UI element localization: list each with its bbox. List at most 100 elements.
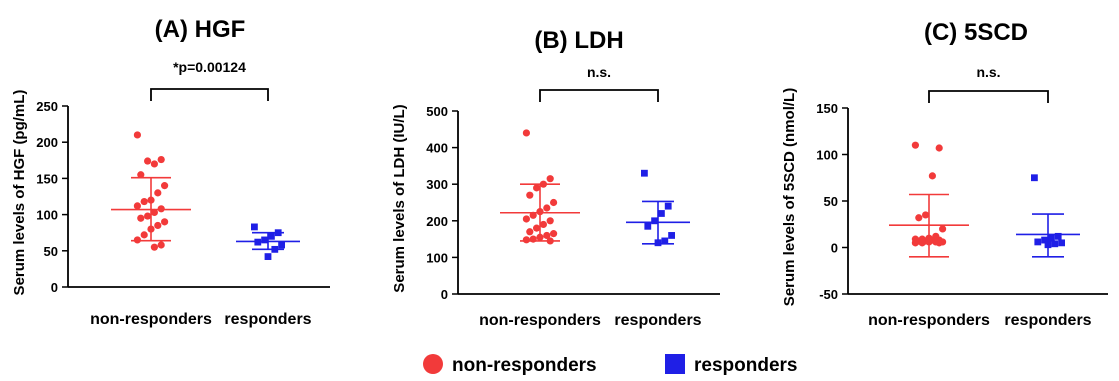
legend-square-marker	[665, 354, 685, 374]
data-point	[911, 239, 920, 247]
y-tick-label: 500	[426, 104, 448, 119]
significance-label: n.s.	[587, 64, 611, 80]
y-tick-label: 0	[441, 287, 448, 302]
chart-title: (A) HGF	[155, 16, 246, 43]
data-point	[140, 231, 148, 239]
significance-bracket	[539, 89, 659, 102]
data-point	[150, 160, 158, 168]
data-point	[644, 222, 652, 230]
legend-circle-marker	[423, 354, 443, 374]
y-tick-label: 50	[824, 194, 838, 209]
data-point	[522, 129, 531, 137]
series-non-responders	[111, 131, 191, 251]
data-point	[161, 218, 169, 226]
data-point	[550, 230, 558, 238]
series-non-responders	[889, 141, 969, 258]
data-point	[1058, 239, 1065, 247]
series-responders	[1016, 174, 1080, 258]
data-point	[251, 223, 258, 231]
data-point	[133, 131, 141, 139]
x-tick-label: non-responders	[90, 311, 212, 328]
x-tick-label: responders	[614, 312, 701, 329]
series-non-responders	[500, 129, 580, 245]
data-point	[658, 210, 665, 217]
y-tick-label: -50	[819, 287, 838, 302]
data-point	[543, 204, 551, 212]
y-tick-label: 250	[36, 99, 58, 114]
significance-bracket	[150, 88, 269, 101]
data-point	[161, 182, 169, 190]
data-point	[935, 239, 943, 247]
chart-title: (B) LDH	[534, 27, 623, 54]
data-point	[1054, 232, 1062, 240]
data-point	[1051, 240, 1059, 248]
data-point	[911, 141, 920, 149]
data-point	[133, 202, 141, 210]
chart-panel-3: (C) 5SCD Serum levels of 5SCD (nmol/L) -50…	[781, 19, 1108, 329]
data-point	[543, 231, 551, 240]
data-point	[144, 157, 152, 165]
legend-label: responders	[694, 355, 797, 376]
data-point	[661, 237, 669, 245]
y-tick-label: 0	[831, 241, 838, 256]
data-point	[526, 228, 534, 236]
data-point	[1041, 236, 1048, 244]
data-point	[915, 214, 923, 222]
y-tick-label: 100	[426, 250, 448, 265]
x-tick-label: non-responders	[868, 312, 990, 329]
data-point	[651, 217, 658, 225]
data-point	[546, 175, 554, 183]
data-point	[157, 241, 165, 249]
y-tick-label: 200	[426, 214, 448, 229]
data-point	[522, 236, 531, 244]
data-point	[664, 202, 672, 210]
data-point	[935, 144, 943, 152]
data-point	[918, 239, 926, 247]
data-point	[144, 212, 152, 220]
data-point	[539, 220, 548, 229]
y-tick-label: 100	[36, 208, 58, 223]
data-point	[268, 232, 275, 240]
legend-item-non-responders: non-responders	[423, 354, 597, 376]
data-point	[522, 215, 531, 223]
series-responders	[236, 223, 300, 260]
legend: non-responders responders	[423, 354, 797, 376]
data-point	[546, 217, 554, 225]
data-point	[1034, 238, 1042, 246]
data-point	[550, 198, 558, 207]
y-axis-label: Serum levels of 5SCD (nmol/L)	[781, 88, 798, 306]
y-tick-label: 200	[36, 135, 58, 150]
legend-item-responders: responders	[665, 354, 797, 376]
data-point	[922, 211, 930, 219]
y-tick-label: 0	[51, 280, 58, 295]
data-point	[150, 243, 158, 251]
data-point	[641, 169, 648, 177]
data-point	[150, 208, 158, 217]
data-point	[261, 236, 268, 244]
y-tick-label: 150	[816, 101, 838, 116]
significance-bracket	[928, 90, 1049, 103]
x-tick-label: non-responders	[479, 312, 601, 329]
y-tick-label: 100	[816, 148, 838, 163]
data-point	[154, 189, 162, 197]
data-point	[137, 171, 145, 179]
data-point	[526, 191, 534, 199]
y-tick-label: 150	[36, 171, 58, 186]
y-tick-label: 50	[44, 244, 58, 259]
legend-label: non-responders	[452, 355, 597, 376]
x-tick-label: responders	[1004, 312, 1091, 329]
y-tick-label: 400	[426, 141, 448, 156]
data-point	[278, 241, 285, 249]
data-point	[140, 197, 148, 206]
significance-label: n.s.	[976, 64, 1000, 80]
data-point	[939, 225, 947, 233]
significance-label: *p=0.00124	[173, 59, 246, 75]
data-point	[533, 224, 541, 232]
x-tick-label: responders	[224, 311, 311, 328]
data-point	[1031, 174, 1038, 182]
data-point	[137, 214, 145, 222]
y-tick-label: 300	[426, 177, 448, 192]
data-point	[668, 232, 675, 239]
chart-panel-2: (B) LDH Serum levels of LDH (IU/L) 0 100 200…	[391, 27, 720, 329]
